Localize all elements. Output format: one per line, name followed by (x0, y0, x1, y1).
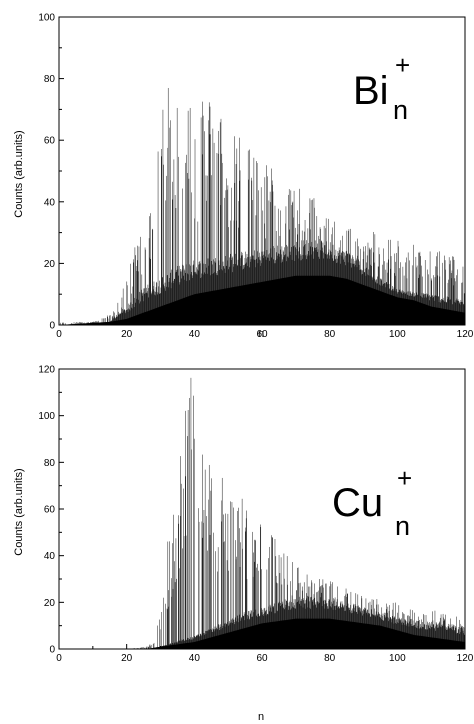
y-tick-label: 80 (44, 74, 56, 85)
x-tick-label: 60 (256, 329, 268, 340)
data-traces (59, 87, 465, 325)
y-tick-label: 20 (44, 598, 56, 609)
x-tick-label: 100 (389, 653, 406, 664)
y-axis-title: Counts (arb.units) (13, 130, 25, 217)
x-tick-label: 0 (56, 329, 62, 340)
x-tick-label: 100 (389, 329, 406, 340)
x-axis-title: n (258, 328, 264, 340)
y-tick-label: 40 (44, 197, 56, 208)
axis-ticks: 0 20 40 60 80 100 120 0 20 40 60 80 100 (38, 13, 473, 341)
x-tick-label: 40 (189, 329, 201, 340)
chart-panel-top: 0 20 40 60 80 100 120 0 20 40 60 80 100 Counts (arb.… (13, 13, 474, 341)
x-axis-title: n (258, 711, 264, 723)
y-tick-label: 100 (38, 411, 55, 422)
y-tick-label: 100 (38, 13, 55, 24)
baseline-fill (59, 275, 465, 325)
panel-label-superscript: + (397, 463, 412, 493)
y-tick-label: 120 (38, 365, 55, 376)
x-tick-label: 20 (121, 329, 133, 340)
x-tick-label: 40 (189, 653, 201, 664)
y-tick-label: 60 (44, 136, 56, 147)
y-tick-label: 0 (49, 321, 55, 332)
panel-label-subscript: n (393, 95, 408, 125)
x-tick-label: 120 (457, 653, 474, 664)
plot-frame (58, 368, 466, 650)
y-axis-title: Counts (arb.units) (13, 468, 25, 555)
panel-label-base: Bi (353, 69, 389, 113)
baseline-fill (59, 618, 465, 649)
y-tick-label: 60 (44, 505, 56, 516)
panel-label-base: Cu (332, 481, 383, 525)
panel-label-subscript: n (395, 511, 410, 541)
x-tick-label: 20 (121, 653, 133, 664)
y-tick-label: 0 (49, 645, 55, 656)
x-tick-label: 120 (457, 329, 474, 340)
chart-panel-bottom: 0 20 40 60 80 100 120 0 20 40 60 80 100 120 Counts (a… (13, 365, 474, 724)
y-tick-label: 20 (44, 259, 56, 270)
x-tick-label: 80 (324, 653, 336, 664)
y-tick-label: 40 (44, 551, 56, 562)
panel-label-superscript: + (395, 50, 410, 80)
x-tick-label: 60 (256, 653, 268, 664)
x-tick-label: 80 (324, 329, 336, 340)
axis-ticks: 0 20 40 60 80 100 120 0 20 40 60 80 100 120 (38, 365, 473, 665)
x-tick-label: 0 (56, 653, 62, 664)
y-tick-label: 80 (44, 458, 56, 469)
